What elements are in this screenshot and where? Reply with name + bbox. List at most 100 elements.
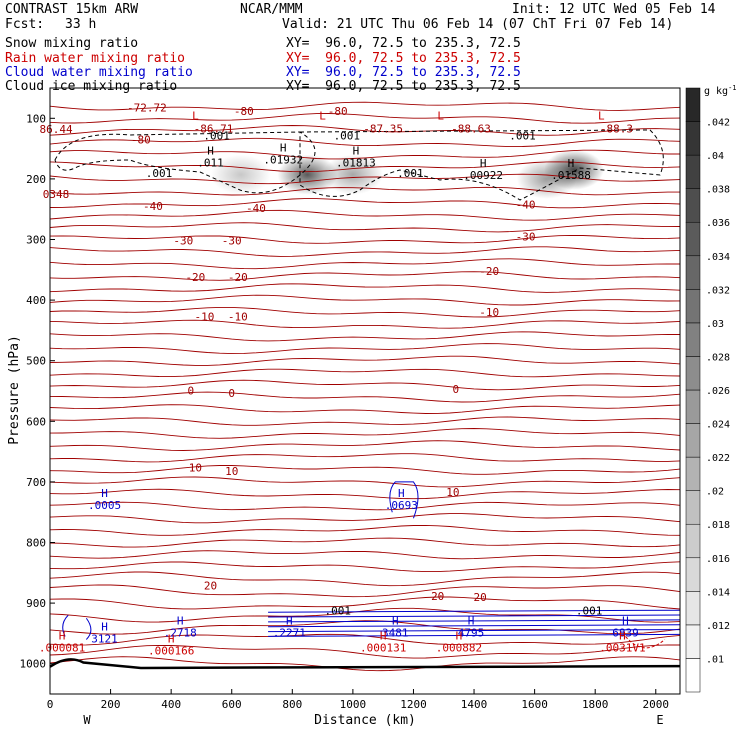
isotherm-label-18: -20 bbox=[479, 265, 499, 278]
colorbar-cell-14 bbox=[685, 188, 701, 223]
extremum-mark-1: L bbox=[319, 110, 326, 123]
isotherm-line-21 bbox=[50, 355, 680, 366]
isotherm-line-34 bbox=[50, 513, 680, 524]
isotherm-line-15 bbox=[50, 283, 680, 293]
valid-time: Valid: 21 UTC Thu 06 Feb 14 (07 ChT Fri … bbox=[282, 17, 674, 32]
snow-blob-4 bbox=[516, 158, 577, 199]
colorbar-cell-9 bbox=[685, 356, 701, 391]
extremum-mark-11: H bbox=[101, 620, 108, 633]
isotherm-label-12: -40 bbox=[516, 198, 536, 211]
y-tick-label-3: 400 bbox=[26, 294, 46, 307]
isotherm-label-28: 20 bbox=[204, 580, 217, 593]
isotherm-label-1: 86.44 bbox=[39, 123, 72, 136]
extremum-mark-21: H bbox=[619, 629, 626, 642]
legend-snow-xy: XY= 96.0, 72.5 to 235.3, 72.5 bbox=[286, 36, 521, 51]
snow-blob-2 bbox=[210, 154, 271, 195]
isotherm-label-0: -72.72 bbox=[127, 101, 167, 114]
cloud-water-contours bbox=[62, 481, 680, 649]
extremum-value-18: .000166 bbox=[148, 644, 194, 657]
isotherm-line-30 bbox=[50, 465, 680, 475]
isotherm-label-23: 0 bbox=[228, 387, 235, 400]
isotherm-line-29 bbox=[50, 453, 680, 463]
model-title: CONTRAST 15km ARW bbox=[5, 2, 139, 17]
isotherm-line-23 bbox=[50, 379, 680, 391]
isotherm-label-30: 20 bbox=[473, 591, 486, 604]
isotherm-line-31 bbox=[50, 476, 680, 488]
extremum-mark-12: H bbox=[177, 614, 184, 627]
extremum-value-12: .2718 bbox=[164, 626, 197, 639]
isotherm-line-12 bbox=[50, 246, 680, 257]
x-axis-east-label: E bbox=[656, 713, 663, 727]
isotherm-line-0 bbox=[50, 101, 680, 111]
x-tick-label-10: 2000 bbox=[643, 698, 670, 711]
colorbar-tick-label-6: .022 bbox=[706, 453, 730, 464]
extremum-value-11: 3121 bbox=[91, 632, 118, 645]
colorbar-tick-label-4: .018 bbox=[706, 520, 730, 531]
cloud-water-line-3 bbox=[268, 624, 680, 628]
colorbar-cell-13 bbox=[685, 221, 701, 257]
extremum-mark-9: H bbox=[101, 487, 108, 500]
isotherm-line-17 bbox=[50, 306, 680, 318]
isotherm-line-37 bbox=[50, 550, 680, 560]
extremum-value-19: .000131 bbox=[360, 641, 406, 654]
cloud-water-line-5 bbox=[268, 633, 680, 637]
colorbar-cell-15 bbox=[685, 154, 701, 189]
snow-blob-0 bbox=[277, 154, 338, 195]
ice-label-1: .001 bbox=[334, 129, 361, 142]
extremum-mark-18: H bbox=[168, 632, 175, 645]
isotherm-label-20: -10 bbox=[228, 310, 248, 323]
extremum-value-8: .01588 bbox=[551, 169, 591, 182]
extremum-mark-13: H bbox=[286, 614, 293, 627]
legend-rain-xy: XY= 96.0, 72.5 to 235.3, 72.5 bbox=[286, 51, 521, 66]
isotherm-label-4: -80 bbox=[328, 105, 348, 118]
colorbar-cell-3 bbox=[685, 557, 701, 592]
terrain-surface bbox=[49, 658, 681, 670]
cloud-ice-contours bbox=[54, 129, 664, 201]
extremum-value-14: 3481 bbox=[382, 626, 409, 639]
y-axis-title: Pressure (hPa) bbox=[7, 335, 22, 445]
x-axis-west-label: W bbox=[83, 713, 91, 727]
init-time: Init: 12 UTC Wed 05 Feb 14 bbox=[512, 2, 716, 17]
ice-label-5: .001 bbox=[324, 604, 351, 617]
isotherm-line-26 bbox=[50, 416, 680, 426]
ice-label-3: .001 bbox=[146, 167, 173, 180]
isotherm-line-45 bbox=[50, 644, 680, 659]
isotherm-line-46 bbox=[50, 656, 680, 672]
ice-label-2: .001 bbox=[509, 129, 536, 142]
isotherm-label-15: -30 bbox=[516, 230, 536, 243]
isotherm-label-24: 0 bbox=[453, 383, 460, 396]
colorbar-cell-1 bbox=[685, 624, 701, 659]
colorbar-tick-label-14: .038 bbox=[706, 185, 730, 196]
isotherm-line-16 bbox=[50, 294, 680, 306]
y-tick-label-8: 900 bbox=[26, 597, 46, 610]
x-tick-label-4: 800 bbox=[282, 698, 302, 711]
colorbar-cell-7 bbox=[685, 423, 701, 458]
legend-snow-name: Snow mixing ratio bbox=[5, 36, 139, 51]
isotherm-line-43 bbox=[50, 620, 680, 635]
isotherm-line-18 bbox=[50, 319, 680, 329]
isotherm-label-16: -20 bbox=[185, 271, 205, 284]
isotherm-label-10: -40 bbox=[143, 200, 163, 213]
x-tick-label-5: 1000 bbox=[340, 698, 367, 711]
extremum-mark-10: H bbox=[398, 487, 405, 500]
isotherm-line-35 bbox=[50, 524, 680, 536]
isotherm-contours bbox=[50, 101, 680, 672]
isotherm-label-29: 20 bbox=[431, 590, 444, 603]
colorbar-tick-label-16: .042 bbox=[706, 118, 730, 129]
y-tick-label-2: 300 bbox=[26, 234, 46, 247]
x-tick-label-6: 1200 bbox=[400, 698, 427, 711]
isotherm-label-7: -88.63 bbox=[451, 123, 491, 136]
isotherm-line-4 bbox=[50, 149, 680, 160]
fcst-label: Fcst: bbox=[5, 17, 45, 32]
isotherm-line-24 bbox=[50, 391, 680, 403]
colorbar-cell-8 bbox=[685, 389, 701, 424]
extremum-mark-14: H bbox=[392, 614, 399, 627]
extremum-mark-3: L bbox=[598, 110, 605, 123]
extremum-mark-15: H bbox=[468, 614, 475, 627]
extremum-value-13: .2271 bbox=[273, 626, 306, 639]
isotherm-line-11 bbox=[50, 234, 680, 244]
colorbar-tick-label-2: .014 bbox=[706, 587, 730, 598]
terrain-line bbox=[49, 658, 681, 670]
colorbar-cell-12 bbox=[685, 255, 701, 290]
isotherm-label-27: 10 bbox=[446, 486, 459, 499]
